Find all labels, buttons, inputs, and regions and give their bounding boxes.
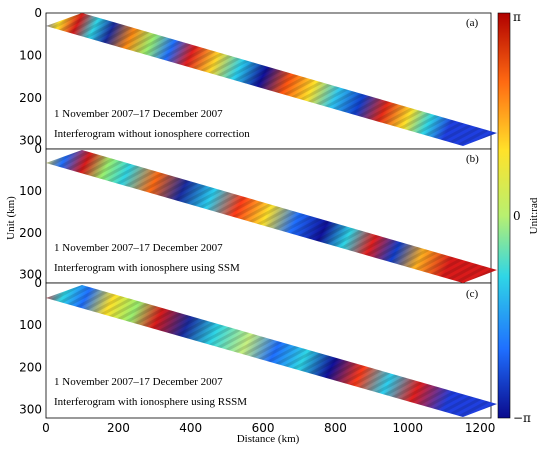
x-axis-ticks: 0 200 400 600 800 1000 1200 [42,421,495,435]
y-tick-label: 100 [19,318,42,332]
strip-b [46,150,497,283]
strip-c [46,285,497,417]
x-tick-label: 800 [324,421,347,435]
y-tick-label: 100 [19,49,42,63]
x-tick-label: 1200 [465,421,496,435]
y-axis-label: Unit (km) [5,196,17,240]
strip-a [46,13,497,146]
colorbar-label: Unit:rad [528,197,540,234]
y-tick-label: 300 [19,268,42,282]
panel-c-date: 1 November 2007–17 December 2007 [54,376,223,388]
y-tick-label: 300 [19,134,42,148]
panel-b-desc: Interferogram with ionosphere using SSM [54,262,240,274]
x-tick-label: 0 [42,421,50,435]
panel-b-tag: (b) [466,153,479,165]
x-tick-label: 400 [179,421,202,435]
x-tick-label: 200 [107,421,130,435]
y-tick-label: 200 [19,226,42,240]
colorbar-tick-zero: 0 [513,209,521,223]
y-tick-label: 0 [34,142,42,156]
panel-c-tag: (c) [466,288,479,300]
x-tick-label: 600 [252,421,275,435]
panel-b-date: 1 November 2007–17 December 2007 [54,242,223,254]
y-tick-label: 100 [19,184,42,198]
y-tick-label: 200 [19,91,42,105]
x-axis-label: Distance (km) [237,433,300,445]
y-tick-label: 0 [34,276,42,290]
y-tick-label: 0 [34,6,42,20]
colorbar [497,12,511,419]
y-tick-label: 200 [19,360,42,374]
panel-a-tag: (a) [466,17,479,29]
colorbar-tick-min: −π [513,411,531,425]
colorbar-tick-max: π [513,10,521,24]
panel-a-date: 1 November 2007–17 December 2007 [54,108,223,120]
x-tick-label: 1000 [393,421,424,435]
panel-a-desc: Interferogram without ionosphere correct… [54,128,250,140]
y-tick-label: 300 [19,403,42,417]
panel-c-desc: Interferogram with ionosphere using RSSM [54,396,247,408]
